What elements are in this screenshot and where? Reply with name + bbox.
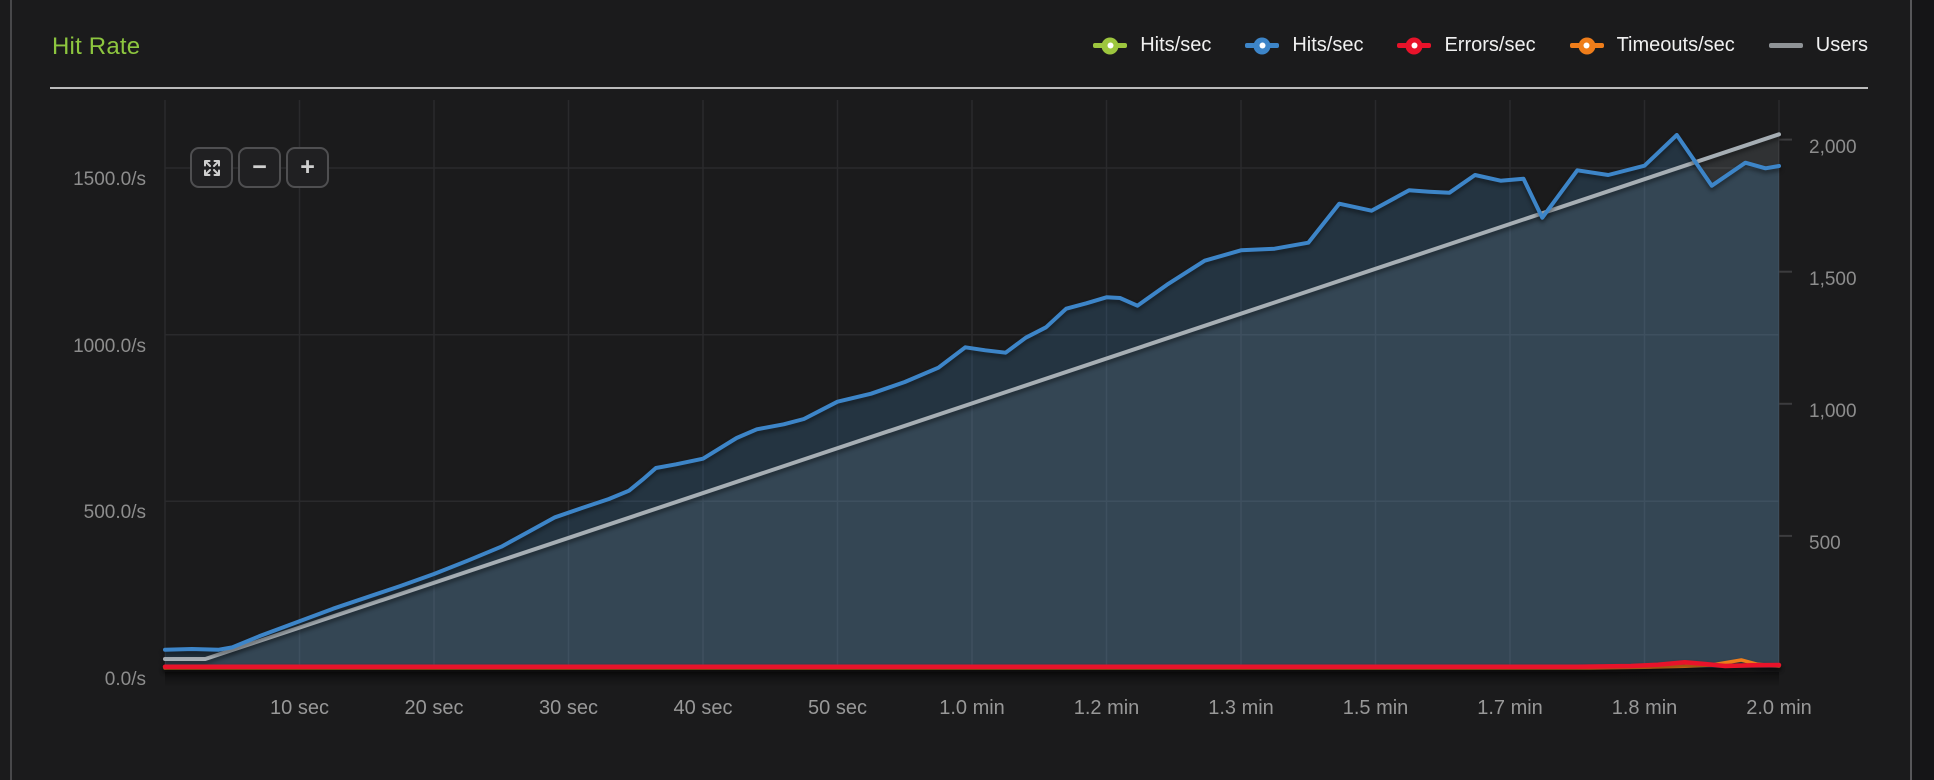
- left-panel-divider: [10, 0, 12, 780]
- x-axis-label: 1.2 min: [1073, 697, 1140, 719]
- y-axis-label-right: 2,000: [1809, 136, 1857, 158]
- legend-label: Users: [1815, 34, 1868, 56]
- series-area-users: [165, 134, 1779, 669]
- dot-line-marker-icon: [1569, 37, 1604, 54]
- x-axis-label: 20 sec: [404, 697, 464, 719]
- right-background-strip: [1912, 0, 1934, 780]
- expand-arrows-icon: [202, 158, 222, 178]
- chart-zoom-toolbar: − +: [190, 147, 329, 188]
- x-axis-label: 1.3 min: [1208, 697, 1274, 719]
- x-axis-label: 1.7 min: [1477, 697, 1543, 719]
- series-line-hits-sec: [163, 133, 1781, 652]
- y-axis-label-right: 500: [1809, 532, 1841, 554]
- x-axis-label: 10 sec: [270, 697, 329, 719]
- dot-line-marker-icon: [1093, 37, 1128, 54]
- x-axis-label: 1.5 min: [1342, 697, 1409, 719]
- chart-title: Hit Rate: [52, 33, 141, 60]
- y-axis-label-right: 1,000: [1809, 400, 1857, 422]
- legend-label: Hits/sec: [1292, 34, 1364, 56]
- series-lines: [162, 132, 1782, 670]
- series-line-errors-sec: [162, 660, 1782, 669]
- right-panel-divider: [1910, 0, 1912, 780]
- y-axis-label-left: 0.0/s: [104, 669, 146, 690]
- zoom-in-button[interactable]: +: [286, 147, 329, 188]
- legend-label: Errors/sec: [1444, 34, 1536, 56]
- fullscreen-button[interactable]: [190, 147, 233, 188]
- x-axis-label: 2.0 min: [1746, 697, 1812, 719]
- right-axis-ticks: [1779, 138, 1792, 537]
- legend-label: Hits/sec: [1140, 34, 1212, 56]
- legend-item-hits-sec[interactable]: Hits/sec: [1245, 34, 1363, 57]
- header-divider-rule: [50, 87, 1868, 89]
- dot-line-marker-icon: [1397, 37, 1432, 54]
- legend-label: Timeouts/sec: [1616, 34, 1735, 56]
- legend-item-timeouts-sec[interactable]: Timeouts/sec: [1569, 34, 1735, 57]
- x-axis-label: 30 sec: [539, 697, 598, 719]
- legend-item-users[interactable]: Users: [1768, 34, 1868, 57]
- series-line-users: [163, 132, 1781, 661]
- legend-item-hits-sec[interactable]: Hits/sec: [1093, 34, 1211, 57]
- x-axis-label: 40 sec: [673, 697, 733, 719]
- chart-legend: Hits/sec Hits/sec Errors/sec Timeouts/sec Us…: [1093, 34, 1868, 57]
- y-axis-label-left: 500.0/s: [83, 502, 146, 524]
- line-marker-icon: [1768, 37, 1803, 54]
- x-axis-label: 1.8 min: [1611, 697, 1678, 719]
- x-axis-label: 1.0 min: [939, 697, 1005, 719]
- dot-line-marker-icon: [1245, 37, 1280, 54]
- zoom-out-button[interactable]: −: [238, 147, 281, 188]
- y-axis-label-left: 1000.0/s: [73, 335, 146, 357]
- y-axis-label-right: 1,500: [1809, 268, 1857, 290]
- gridlines: [164, 100, 1780, 668]
- legend-item-errors-sec[interactable]: Errors/sec: [1397, 34, 1536, 57]
- x-axis-label: 50 sec: [808, 697, 867, 719]
- y-axis-label-left: 1500.0/s: [73, 169, 146, 190]
